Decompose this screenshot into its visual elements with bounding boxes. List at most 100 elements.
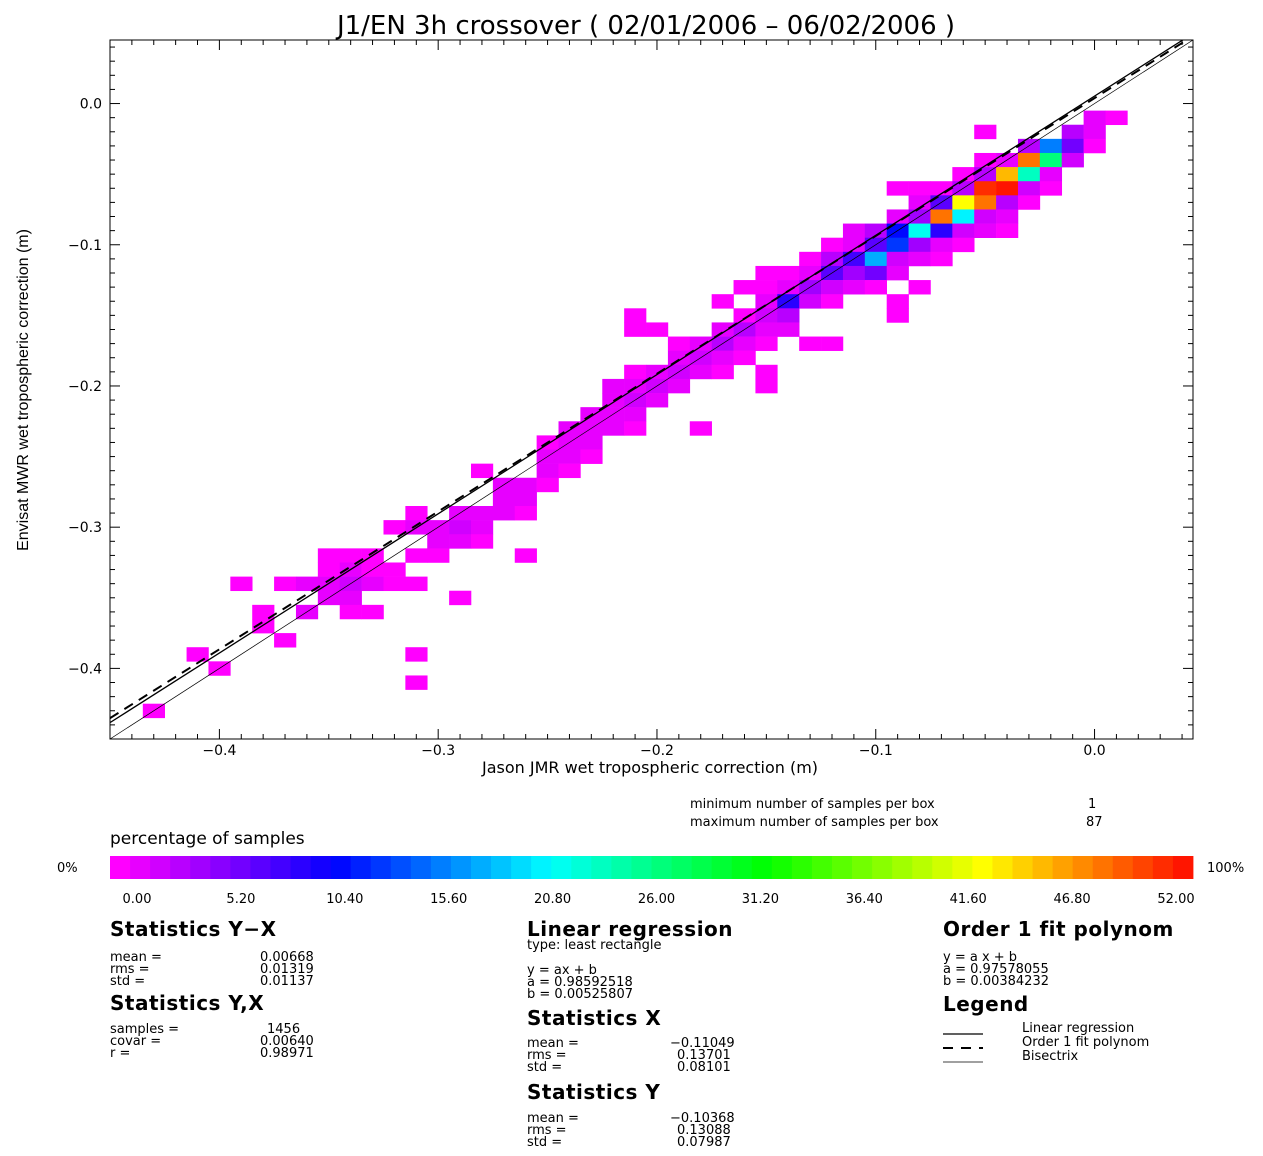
colorbar-tick-label: 41.60 (950, 892, 987, 907)
heatmap-cell (864, 223, 887, 238)
heatmap-cell (1105, 110, 1128, 126)
heatmap-cell (733, 350, 756, 366)
heatmap-cell (777, 322, 800, 337)
colorbar-tick-label: 15.60 (430, 892, 467, 907)
stats-y-row: rms = 0.13088 (527, 1123, 731, 1138)
heatmap-cell (492, 491, 516, 507)
heatmap-cell (471, 506, 494, 521)
heatmap-cell (886, 251, 909, 267)
heatmap-cell (996, 195, 1019, 210)
heatmap-cell (864, 265, 887, 281)
heatmap-cell (996, 223, 1019, 238)
poly-row: a = 0.97578055 (943, 962, 1049, 977)
heatmap-cell (514, 548, 537, 563)
x-tick-label: −0.1 (859, 743, 893, 759)
heatmap-cell (667, 336, 691, 351)
colorbar-tick-label: 36.40 (846, 892, 883, 907)
colorbar-swatch (1032, 856, 1054, 879)
heatmap-cell (471, 534, 494, 549)
legend-swatches (943, 1033, 983, 1063)
heatmap-cell (974, 195, 997, 210)
heatmap-cell (339, 548, 362, 563)
heatmap-cell (1017, 152, 1041, 168)
stats-y-row: mean = −0.10368 (527, 1111, 735, 1126)
poly-block: y = a x + b a = 0.97578055 b = 0.0038423… (943, 950, 1203, 995)
colorbar-tick-label: 26.00 (638, 892, 675, 907)
colorbar-swatch (531, 856, 552, 879)
heatmap-cell (952, 237, 975, 253)
heatmap-cell (1017, 167, 1041, 182)
heatmap-cell (952, 195, 975, 210)
heatmap-cell (886, 209, 909, 224)
heatmap-cell (996, 181, 1019, 196)
colorbar-swatch (450, 856, 472, 879)
heatmap-cell (689, 364, 712, 380)
heatmap-cell (886, 237, 909, 253)
heatmap-cell (361, 604, 384, 620)
colorbar-swatch (210, 856, 231, 879)
y-tick-label: −0.1 (68, 238, 102, 254)
heatmap-cell (1061, 138, 1084, 154)
heatmap-cell (733, 308, 756, 323)
stats-yx-title: Statistics Y−X (110, 917, 277, 941)
linreg-title: Linear regression (527, 917, 734, 941)
heatmap-cell (842, 223, 866, 238)
colorbar-swatch (270, 856, 291, 879)
stats-yx-row: mean = 0.00668 (110, 950, 314, 965)
heatmap-cell (624, 322, 647, 337)
heatmap-cell (514, 477, 537, 493)
colorbar-tick-label: 52.00 (1157, 892, 1194, 907)
fit-line-thin (110, 40, 1193, 739)
heatmap-cell (908, 251, 931, 267)
heatmap-cell (952, 167, 975, 182)
legend-item-polynom: Order 1 fit polynom (1022, 1035, 1150, 1050)
colorbar-swatch (250, 856, 271, 879)
colorbar-swatch (952, 856, 973, 879)
heatmap-cell (230, 576, 253, 592)
heatmap-cell (1039, 152, 1063, 168)
heatmap-cell (908, 223, 931, 238)
heatmap-cell (821, 336, 844, 351)
colorbar-swatch (611, 856, 632, 879)
heatmap-cell (646, 393, 669, 408)
colorbar-swatch (731, 856, 753, 879)
heatmap-cell (449, 590, 472, 606)
colorbar-swatch (671, 856, 693, 879)
heatmap-cell (842, 237, 866, 253)
heatmap-cell (339, 590, 362, 606)
heatmap-cell (405, 548, 428, 563)
heatmap-cell (580, 449, 603, 464)
colorbar-tick-label: 46.80 (1053, 892, 1090, 907)
heatmap-cell (996, 167, 1019, 182)
heatmap-cell (711, 322, 734, 337)
heatmap-cell (886, 308, 909, 323)
x-axis: −0.4 −0.3 −0.2 −0.1 0.0 (109, 40, 1183, 759)
heatmap-cell (471, 463, 494, 479)
colorbar-swatch (1112, 856, 1134, 879)
heatmap-cell (799, 251, 822, 267)
heatmap-cell (799, 265, 822, 281)
heatmap-cell (1061, 152, 1084, 168)
heatmap-cell (1083, 138, 1106, 154)
heatmap-cell (580, 435, 603, 450)
colorbar-tick-label: 0.00 (123, 892, 152, 907)
heatmap-cell (974, 124, 997, 140)
heatmap-cell (799, 294, 822, 309)
colorbar-min-label: 0% (57, 861, 78, 876)
heatmap-cell (842, 265, 866, 281)
heatmap-cell (930, 209, 953, 224)
heatmap-cell (930, 237, 953, 253)
colorbar-swatch (290, 856, 311, 879)
x-tick-label: −0.4 (202, 743, 236, 759)
colorbar-swatch (852, 856, 873, 879)
y-tick-label: −0.2 (68, 379, 102, 395)
y-axis-label: Envisat MWR wet tropospheric correction … (15, 229, 32, 551)
heatmap-cell (536, 477, 559, 493)
heatmap-cell (1017, 195, 1041, 210)
colorbar-swatch (651, 856, 672, 879)
heatmap-cell (624, 421, 647, 436)
heatmap-cell (755, 322, 778, 337)
heatmap-cell (646, 322, 669, 337)
colorbar-swatch (410, 856, 432, 879)
